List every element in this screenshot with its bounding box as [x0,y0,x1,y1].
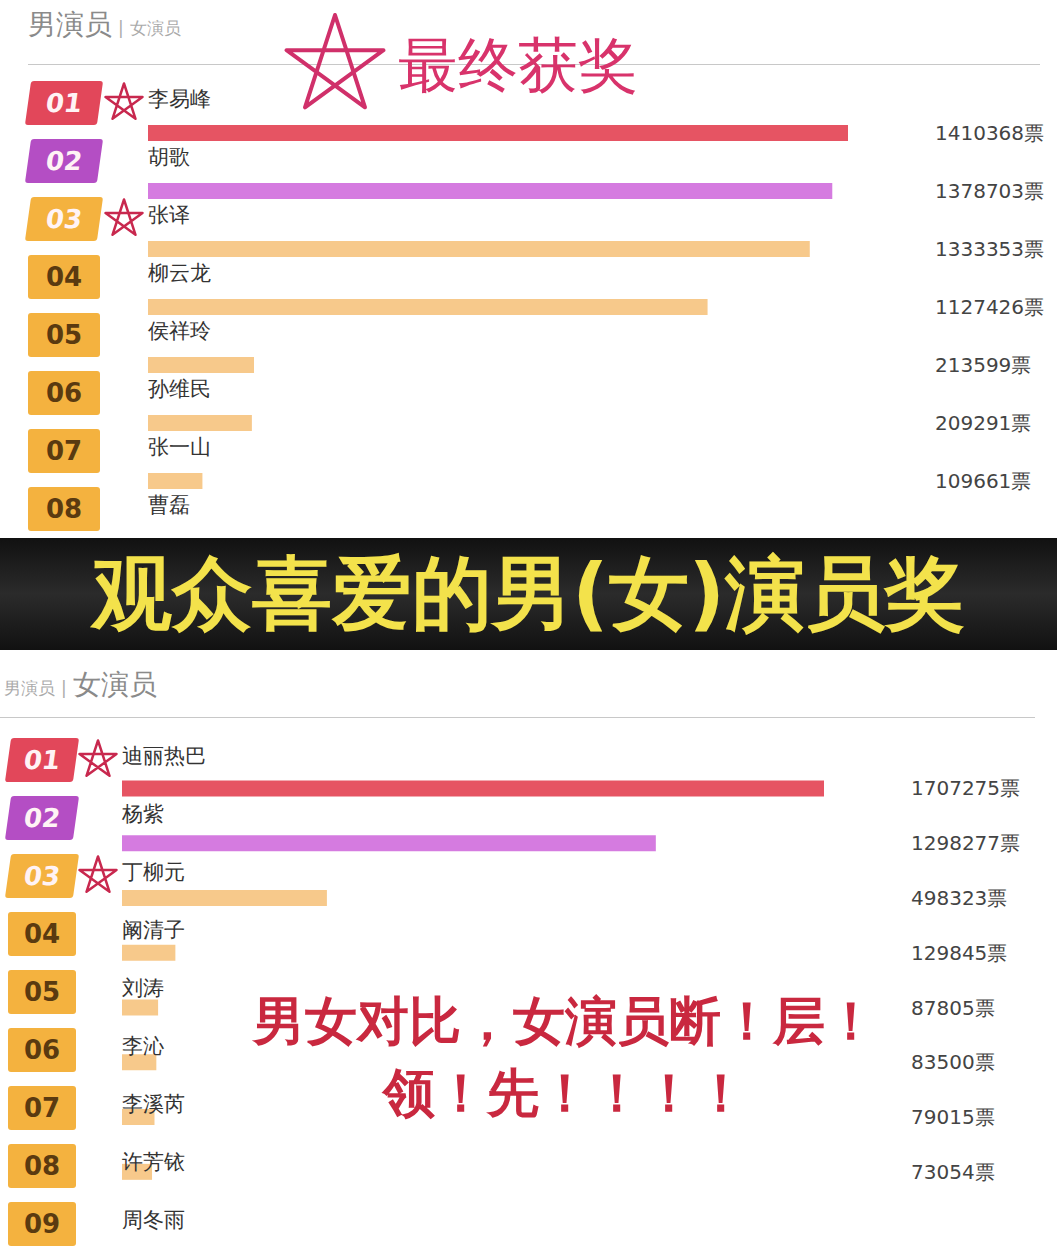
svg-text:73054票: 73054票 [911,1160,995,1184]
html-text:许芳铱: 许芳铱 [122,1150,185,1174]
html-text:胡歌: 胡歌 [148,145,190,169]
html-text:周冬雨: 周冬雨 [122,1208,185,1232]
svg-text:87805票: 87805票 [911,996,995,1020]
html-text:07: 07 [45,436,83,466]
html-text:02: 02 [21,803,63,833]
html-text:06: 06 [23,1035,61,1065]
html-text:张译: 张译 [148,203,190,227]
svg-text:1707275票: 1707275票 [911,776,1020,800]
svg-text:1410368票: 1410368票 [935,121,1044,145]
html-text:04: 04 [45,262,83,292]
html-text:07: 07 [23,1093,61,1123]
html-text:05: 05 [23,977,61,1007]
html-text:08: 08 [23,1151,61,1181]
html-text:03: 03 [43,204,85,234]
svg-text:1298277票: 1298277票 [911,831,1020,855]
html-text:张一山: 张一山 [148,435,211,459]
html-text:孙维民: 孙维民 [148,377,211,401]
svg-text:129845票: 129845票 [911,941,1007,965]
html-text:观众喜爱的男(女)演员奖: 观众喜爱的男(女)演员奖 [91,547,966,640]
html-text:男演员 | 女演员: 男演员 | 女演员 [28,8,181,41]
html-text:李易峰: 李易峰 [148,87,211,111]
html-text:男女对比，女演员断！层！领！先！！！！: 男女对比，女演员断！层！领！先！！！！ [253,991,877,1123]
html-text:李沁: 李沁 [122,1034,164,1058]
svg-text:1333353票: 1333353票 [935,237,1044,261]
html-text:05: 05 [45,320,83,350]
html-text:01: 01 [43,88,85,118]
html-text:最终获奖: 最终获奖 [398,30,638,100]
svg-text:1127426票: 1127426票 [935,295,1044,319]
html-text:柳云龙: 柳云龙 [148,261,211,285]
html-text:03: 03 [21,861,63,891]
html-text:李溪芮: 李溪芮 [122,1092,185,1116]
svg-text:1378703票: 1378703票 [935,179,1044,203]
html-text:08: 08 [45,494,83,524]
html-text:曹磊: 曹磊 [148,493,190,517]
html-text:侯祥玲: 侯祥玲 [148,319,211,343]
html-text:02: 02 [43,146,85,176]
svg-text:79015票: 79015票 [911,1105,995,1129]
html-text:阚清子: 阚清子 [122,918,185,942]
html-text:杨紫: 杨紫 [122,802,164,826]
html-text:06: 06 [45,378,83,408]
svg-text:213599票: 213599票 [935,353,1031,377]
html-text:男演员 | 女演员: 男演员 | 女演员 [4,668,157,701]
html-text:01: 01 [21,745,63,775]
html-text:迪丽热巴: 迪丽热巴 [122,744,206,768]
html-text:刘涛: 刘涛 [122,976,164,1000]
svg-text:109661票: 109661票 [935,469,1031,493]
html-text:04: 04 [23,919,61,949]
svg-text:83500票: 83500票 [911,1050,995,1074]
html-text:丁柳元: 丁柳元 [122,860,185,884]
svg-text:498323票: 498323票 [911,886,1007,910]
html-text:09: 09 [23,1209,61,1239]
svg-text:209291票: 209291票 [935,411,1031,435]
